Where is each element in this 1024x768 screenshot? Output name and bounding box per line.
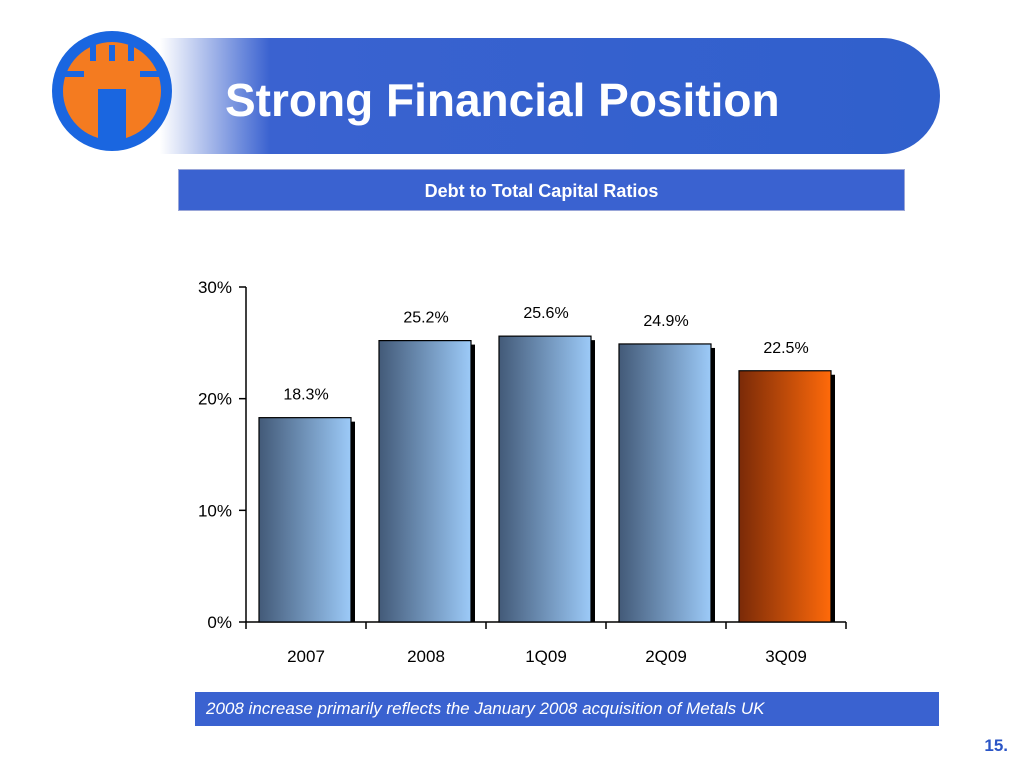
chart-subtitle-bar: Debt to Total Capital Ratios [178, 169, 905, 211]
bar-2Q09 [618, 343, 712, 623]
footnote-box: 2008 increase primarily reflects the Jan… [195, 692, 939, 726]
page-title: Strong Financial Position [225, 74, 780, 126]
bar-1Q09 [498, 335, 592, 623]
x-tick-label: 2Q09 [645, 647, 687, 666]
footnote-text: 2008 increase primarily reflects the Jan… [206, 699, 765, 718]
x-tick-label: 1Q09 [525, 647, 567, 666]
chart-subtitle: Debt to Total Capital Ratios [424, 181, 659, 201]
y-tick-label: 0% [207, 613, 232, 632]
y-tick-label: 10% [198, 501, 232, 520]
data-label: 25.2% [403, 310, 448, 327]
bar-3Q09 [738, 370, 832, 623]
data-label: 24.9% [643, 313, 688, 330]
y-tick-label: 30% [198, 278, 232, 297]
data-label: 25.6% [523, 305, 568, 322]
bar-2008 [378, 340, 472, 623]
page-number: 15. [984, 736, 1008, 755]
x-tick-label: 3Q09 [765, 647, 807, 666]
data-label: 22.5% [763, 340, 808, 357]
castle-tower-icon [62, 42, 162, 143]
bar-2007 [258, 417, 352, 623]
data-label: 18.3% [283, 387, 328, 404]
title-banner [40, 38, 940, 154]
x-tick-label: 2007 [287, 647, 325, 666]
x-tick-label: 2008 [407, 647, 445, 666]
y-tick-label: 20% [198, 390, 232, 409]
